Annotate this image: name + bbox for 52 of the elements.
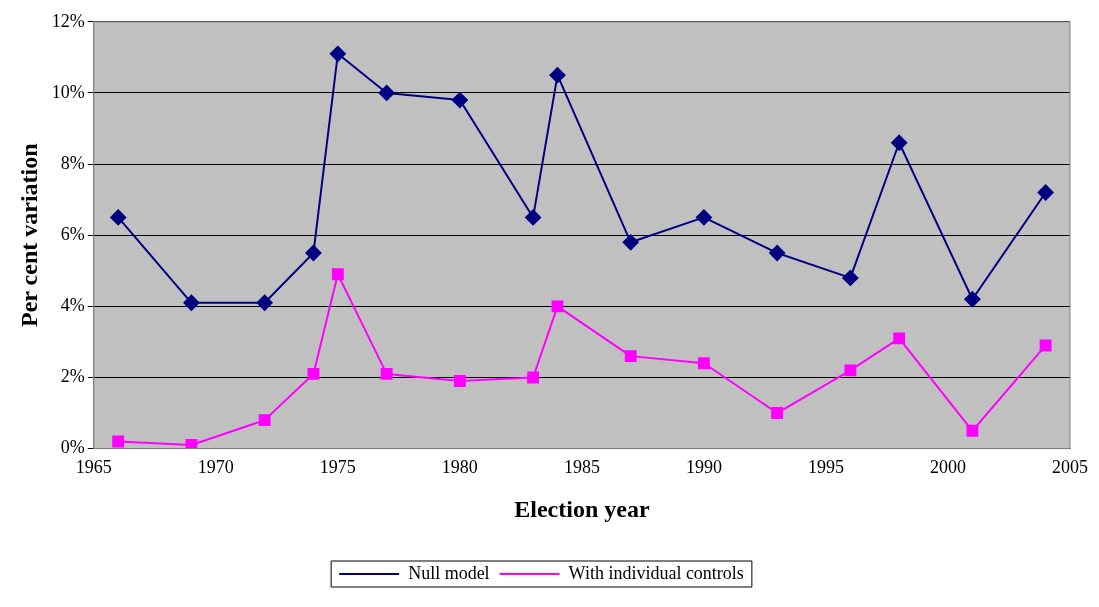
x-tick-label: 1975 xyxy=(319,457,356,478)
point xyxy=(771,407,784,419)
point xyxy=(305,244,322,261)
point xyxy=(1039,339,1052,352)
point xyxy=(110,209,127,226)
x-axis-title: Election year xyxy=(514,495,650,522)
point xyxy=(622,234,639,251)
y-tick-label: 10% xyxy=(51,81,85,102)
point xyxy=(307,367,320,380)
point xyxy=(695,209,712,226)
point xyxy=(185,439,198,449)
x-tick-label: 1980 xyxy=(441,457,478,478)
x-tick-label: 2005 xyxy=(1052,457,1088,478)
point xyxy=(891,134,908,151)
point xyxy=(769,244,786,261)
point xyxy=(549,67,566,84)
point xyxy=(624,350,637,363)
point xyxy=(380,367,393,380)
x-tick-label: 1970 xyxy=(197,457,234,478)
point xyxy=(378,84,395,101)
point xyxy=(329,45,346,62)
x-tick-label: 1995 xyxy=(807,457,844,478)
x-tick-label: 1990 xyxy=(685,457,722,478)
legend-label: With individual controls xyxy=(568,562,744,583)
point xyxy=(697,357,710,370)
point xyxy=(453,375,466,387)
point xyxy=(964,291,981,308)
y-tick-label: 4% xyxy=(60,295,85,316)
x-tick-label: 2000 xyxy=(929,457,966,478)
point xyxy=(1037,184,1054,201)
x-tick-label: 1985 xyxy=(563,457,600,478)
y-tick-label: 0% xyxy=(60,437,85,458)
point xyxy=(893,332,906,345)
x-tick-label: 1965 xyxy=(75,457,112,478)
y-tick-label: 6% xyxy=(60,223,85,244)
point xyxy=(551,300,564,313)
point xyxy=(258,414,271,427)
point xyxy=(527,371,540,384)
y-axis-title: Per cent variation xyxy=(15,143,42,327)
y-tick-label: 8% xyxy=(60,152,85,173)
point xyxy=(451,92,468,109)
y-tick-label: 12% xyxy=(51,10,85,31)
legend-label: Null model xyxy=(408,562,490,583)
point xyxy=(256,294,273,311)
point xyxy=(966,424,979,437)
point xyxy=(844,364,857,377)
point xyxy=(525,209,542,226)
point xyxy=(112,435,125,448)
point xyxy=(183,294,200,311)
point xyxy=(842,269,859,286)
y-tick-label: 2% xyxy=(60,366,85,387)
point xyxy=(331,268,344,281)
